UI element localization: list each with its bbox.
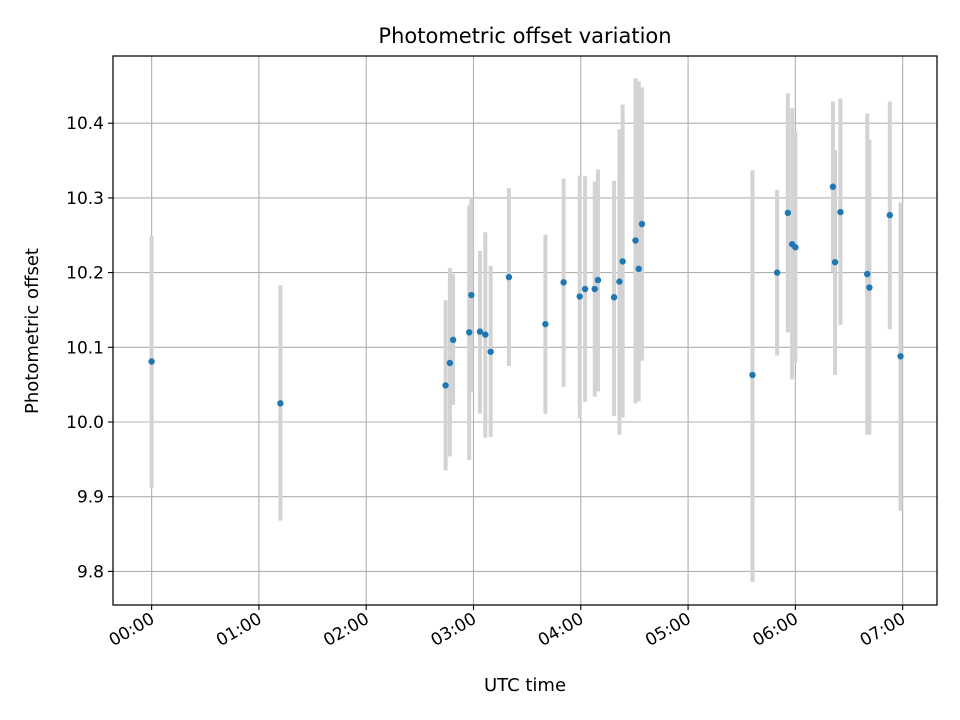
chart-title: Photometric offset variation (378, 24, 671, 48)
data-point (449, 336, 457, 344)
data-point (632, 237, 639, 244)
y-tick-label: 10.0 (66, 413, 104, 433)
data-point (482, 331, 489, 338)
data-point (619, 258, 626, 265)
plot-frame (112, 55, 938, 606)
data-point (148, 358, 155, 365)
data-point (505, 273, 513, 281)
data-point (581, 285, 589, 293)
data-point (466, 329, 473, 336)
y-tick-label: 9.9 (77, 488, 104, 508)
data-point (576, 293, 583, 300)
y-tick-label: 10.3 (66, 189, 104, 209)
grid (113, 56, 937, 605)
data-points (148, 183, 904, 407)
x-axis-title: UTC time (484, 675, 566, 696)
data-point (829, 183, 837, 190)
data-point (866, 284, 873, 291)
data-point (831, 258, 839, 266)
data-point (446, 359, 454, 367)
y-tick-label: 10.2 (66, 264, 104, 284)
data-point (560, 279, 567, 286)
data-point (749, 371, 756, 379)
data-point (591, 285, 598, 293)
data-point (487, 348, 494, 355)
data-point (277, 400, 284, 407)
y-axis-ticks: 9.8 9.9 10.0 10.1 10.2 10.3 10.4 (66, 114, 113, 582)
data-point (442, 382, 449, 389)
y-tick-label: 10.4 (66, 114, 104, 134)
data-point (610, 294, 618, 301)
data-point (886, 211, 893, 219)
data-point (773, 269, 781, 276)
data-point (476, 328, 484, 335)
data-point (784, 209, 792, 217)
data-point (468, 291, 475, 299)
data-point (864, 270, 871, 278)
y-axis-title: Photometric offset (22, 248, 43, 414)
data-point (635, 265, 642, 273)
y-tick-label: 9.8 (77, 562, 104, 582)
data-point (638, 220, 646, 228)
data-point (837, 208, 844, 216)
data-point (792, 244, 799, 251)
y-tick-label: 10.1 (66, 338, 104, 358)
data-point (897, 353, 904, 360)
data-point (616, 278, 623, 285)
data-point (594, 276, 602, 284)
data-point (542, 320, 549, 328)
